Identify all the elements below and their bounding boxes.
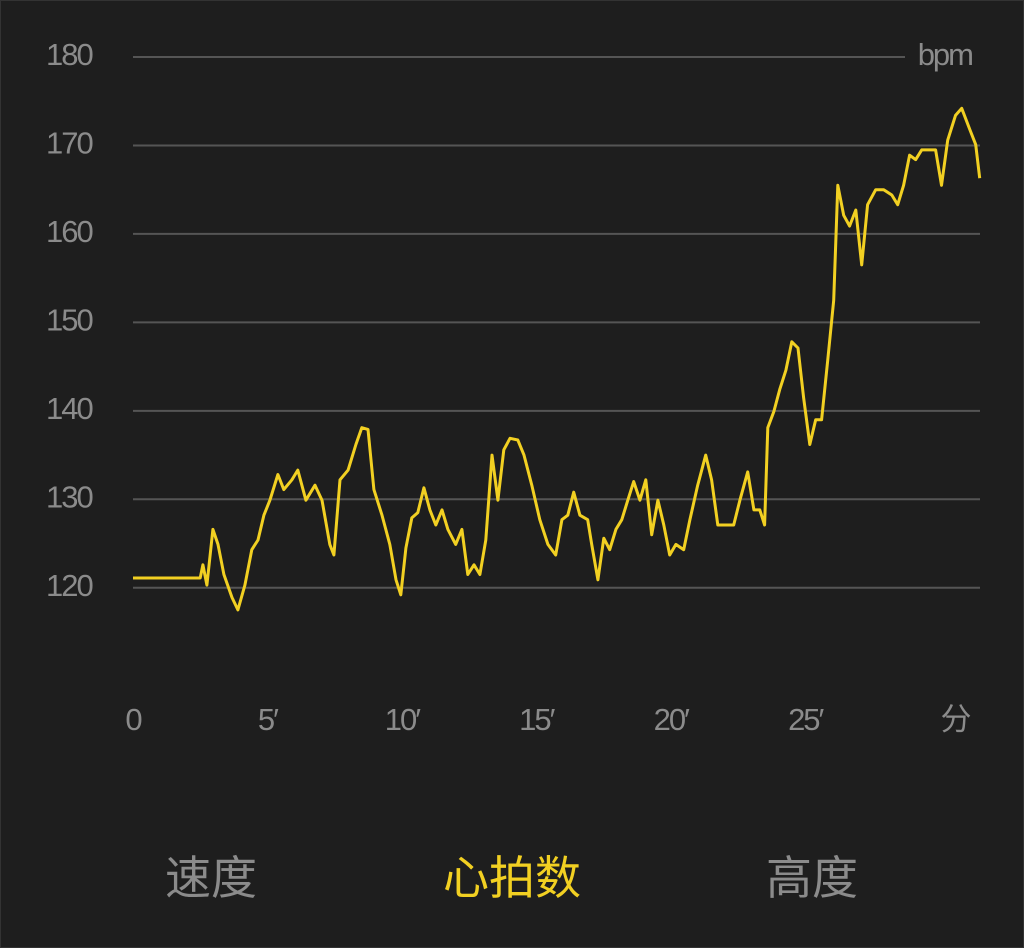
y-tick-label: 130 <box>46 479 93 514</box>
x-tick-label: 10′ <box>385 702 421 737</box>
x-axis-unit: 分 <box>941 702 971 737</box>
tab[interactable]: 心拍数 <box>443 852 581 904</box>
x-tick-label: 5′ <box>258 702 279 737</box>
y-axis-unit: bpm <box>918 37 972 72</box>
x-tick-label: 20′ <box>654 702 690 737</box>
x-tick-label: 15′ <box>519 702 555 737</box>
y-tick-label: 180 <box>46 37 93 72</box>
x-tick-label: 0 <box>125 702 142 737</box>
y-tick-label: 120 <box>46 568 93 603</box>
tab[interactable]: 速度 <box>165 852 257 904</box>
tab[interactable]: 高度 <box>766 852 858 904</box>
heart-rate-line <box>133 106 982 612</box>
y-tick-label: 160 <box>46 214 93 249</box>
y-tick-label: 150 <box>46 303 93 338</box>
y-tick-label: 140 <box>46 391 93 426</box>
y-tick-label: 170 <box>46 126 93 161</box>
x-tick-label: 25′ <box>788 702 824 737</box>
